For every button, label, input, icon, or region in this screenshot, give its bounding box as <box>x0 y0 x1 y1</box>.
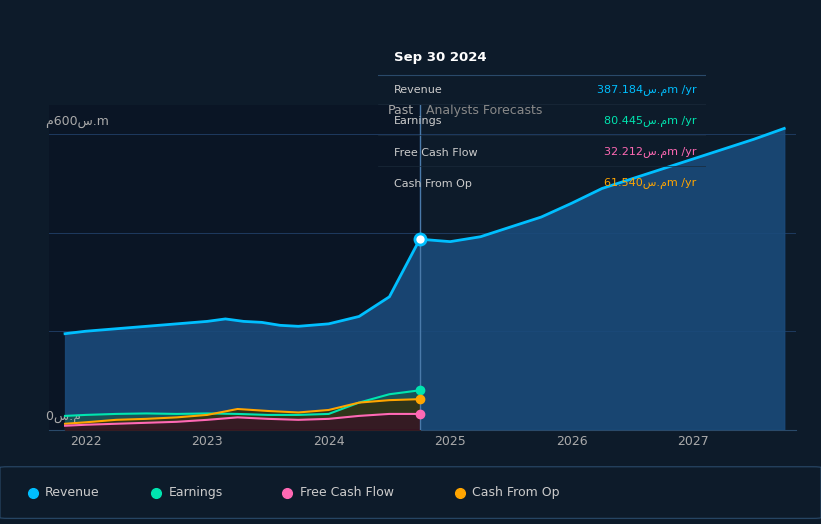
Text: Past: Past <box>388 104 414 117</box>
Text: Analysts Forecasts: Analysts Forecasts <box>426 104 542 117</box>
Text: 32.212​س.​م​m /yr: 32.212​س.​م​m /yr <box>603 147 696 158</box>
Text: Free Cash Flow: Free Cash Flow <box>394 148 478 158</box>
Text: Cash From Op: Cash From Op <box>472 486 560 499</box>
Text: 61.540​س.​م​m /yr: 61.540​س.​م​m /yr <box>604 178 696 189</box>
Text: Earnings: Earnings <box>394 116 443 126</box>
Text: Revenue: Revenue <box>394 85 443 95</box>
Text: 387.184​س.​م​m /yr: 387.184​س.​م​m /yr <box>597 85 696 96</box>
Bar <box>49 105 420 430</box>
Text: 80.445​س.​م​m /yr: 80.445​س.​م​m /yr <box>603 116 696 127</box>
Text: Revenue: Revenue <box>45 486 100 499</box>
Text: Cash From Op: Cash From Op <box>394 179 472 189</box>
Bar <box>420 105 796 430</box>
Text: 0​س.​م: 0​س.​م <box>45 410 80 423</box>
Text: م600​س.​m: م600​س.​m <box>45 115 108 127</box>
Text: Sep 30 2024: Sep 30 2024 <box>394 50 487 63</box>
Text: Free Cash Flow: Free Cash Flow <box>300 486 393 499</box>
Text: Earnings: Earnings <box>168 486 222 499</box>
